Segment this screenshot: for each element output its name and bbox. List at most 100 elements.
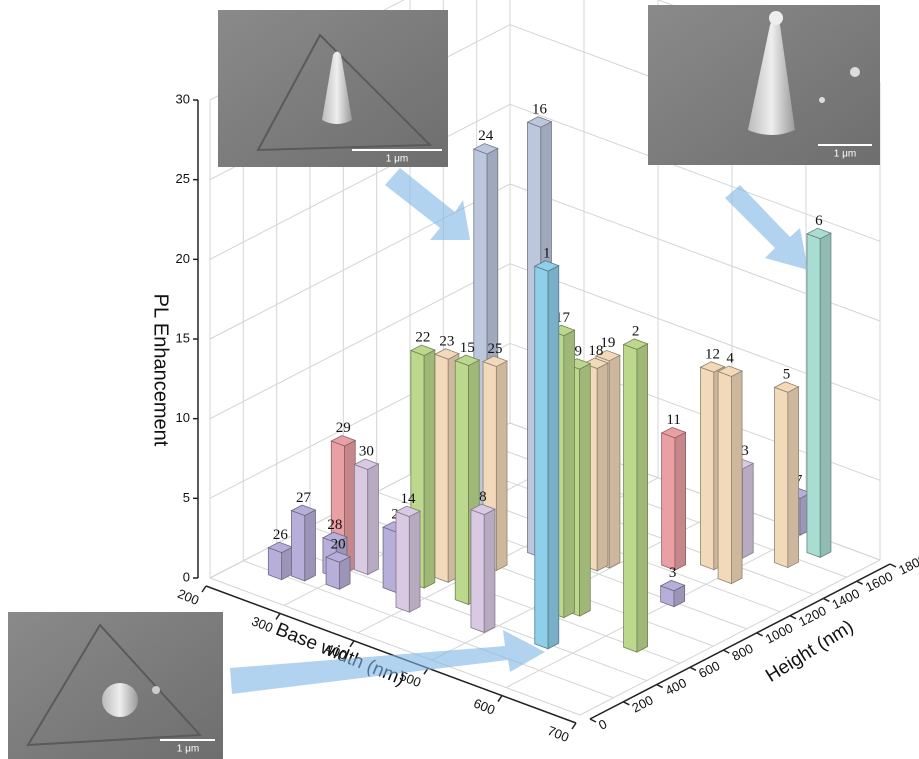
x-tick-label: 200 — [175, 586, 201, 608]
bar-face — [820, 233, 831, 557]
bar — [291, 505, 315, 581]
bar — [661, 580, 685, 606]
bar — [354, 459, 378, 575]
bar-label: 26 — [273, 527, 289, 543]
y-tick-label: 1800 — [896, 551, 919, 577]
bar-label: 11 — [666, 412, 680, 428]
bar-label: 6 — [815, 213, 823, 229]
bar — [268, 542, 292, 580]
bar — [396, 506, 420, 612]
bar-label: 16 — [532, 101, 548, 117]
y-tick-label: 1600 — [863, 568, 896, 594]
bar-label: 15 — [460, 340, 475, 356]
y-tick-label: 1200 — [796, 603, 829, 629]
bar-label: 28 — [327, 517, 342, 533]
bar-face — [775, 387, 788, 567]
x-tick — [572, 723, 576, 729]
x-tick-label: 600 — [471, 696, 497, 718]
bar-label: 18 — [588, 343, 603, 359]
bar-face — [291, 511, 304, 581]
bar-label: 29 — [336, 420, 351, 436]
bar-label: 23 — [439, 333, 454, 349]
x-tick — [276, 613, 280, 619]
z-tick-label: 10 — [176, 410, 190, 425]
bar — [471, 504, 495, 632]
z-tick-label: 5 — [183, 490, 190, 505]
bar-face — [624, 344, 637, 652]
bar — [535, 261, 559, 649]
sem-inset: 1 μm — [648, 5, 880, 165]
bar-face — [496, 361, 507, 570]
bar — [326, 552, 350, 590]
bar-label: 24 — [478, 128, 494, 144]
bar-face — [580, 364, 591, 616]
scale-bar-label: 1 μm — [386, 154, 408, 165]
bar-face — [455, 361, 468, 605]
bar-label: 12 — [705, 346, 720, 362]
bar — [718, 366, 742, 584]
bar-face — [788, 387, 799, 568]
sem-inset: 1 μm — [8, 612, 223, 759]
x-tick — [202, 586, 206, 592]
bar-label: 22 — [415, 330, 430, 346]
bar — [807, 228, 831, 557]
x-tick-label: 700 — [545, 723, 571, 745]
z-tick-label: 15 — [176, 330, 190, 345]
bar-face — [471, 510, 484, 633]
bar-face — [424, 350, 435, 588]
bar-face — [597, 363, 608, 571]
bar-face — [368, 464, 379, 575]
bar-face — [718, 372, 731, 584]
bar — [662, 427, 686, 570]
y-tick-label: 1400 — [829, 586, 862, 612]
bar-label: 25 — [488, 341, 503, 357]
bar-face — [548, 266, 559, 649]
arrow — [385, 168, 470, 240]
grid-line — [210, 184, 510, 339]
bar-face — [354, 465, 367, 575]
bar-face — [396, 512, 409, 613]
bar-face — [305, 510, 316, 581]
bar-face — [675, 432, 686, 570]
bar-face — [409, 511, 420, 612]
bar-face — [484, 509, 495, 632]
z-tick-label: 30 — [176, 91, 190, 106]
bar-label: 3 — [669, 565, 677, 581]
z-axis-title: PL Enhancement — [150, 294, 172, 447]
bar-face — [637, 344, 648, 652]
bar-face — [731, 371, 742, 584]
bar-face — [701, 367, 714, 570]
bar-face — [268, 548, 281, 580]
sem-inset: 1 μm — [218, 10, 448, 167]
x-tick — [350, 641, 354, 647]
scale-bar-label: 1 μm — [834, 149, 856, 160]
x-tick — [498, 696, 502, 702]
bar-label: 9 — [575, 343, 583, 359]
bar — [624, 339, 648, 652]
bar-label: 4 — [726, 351, 734, 367]
bar-label: 14 — [401, 491, 417, 507]
bar-face — [535, 266, 548, 649]
bar-face — [807, 234, 820, 558]
bar — [775, 382, 799, 568]
bar-label: 5 — [783, 367, 791, 383]
z-tick-label: 0 — [183, 569, 190, 584]
bar-face — [435, 354, 448, 582]
scale-bar-label: 1 μm — [177, 744, 199, 755]
y-tick-label: 0 — [596, 716, 609, 733]
y-tick-label: 1000 — [763, 620, 796, 646]
bar-face — [383, 527, 396, 592]
bar-face — [609, 355, 620, 568]
arrow — [725, 185, 808, 270]
bar-face — [662, 433, 675, 570]
bar-label: 20 — [331, 536, 346, 552]
x-tick-label: 300 — [249, 613, 275, 635]
bar-label: 1 — [543, 245, 551, 261]
chart: 0510152025302003004005006007000200400600… — [0, 0, 919, 759]
bar-label: 8 — [479, 489, 487, 505]
bar-face — [743, 463, 754, 558]
z-tick-label: 25 — [176, 171, 190, 186]
z-tick-label: 20 — [176, 251, 190, 266]
bar-face — [326, 557, 339, 589]
bar-label: 27 — [296, 490, 312, 506]
